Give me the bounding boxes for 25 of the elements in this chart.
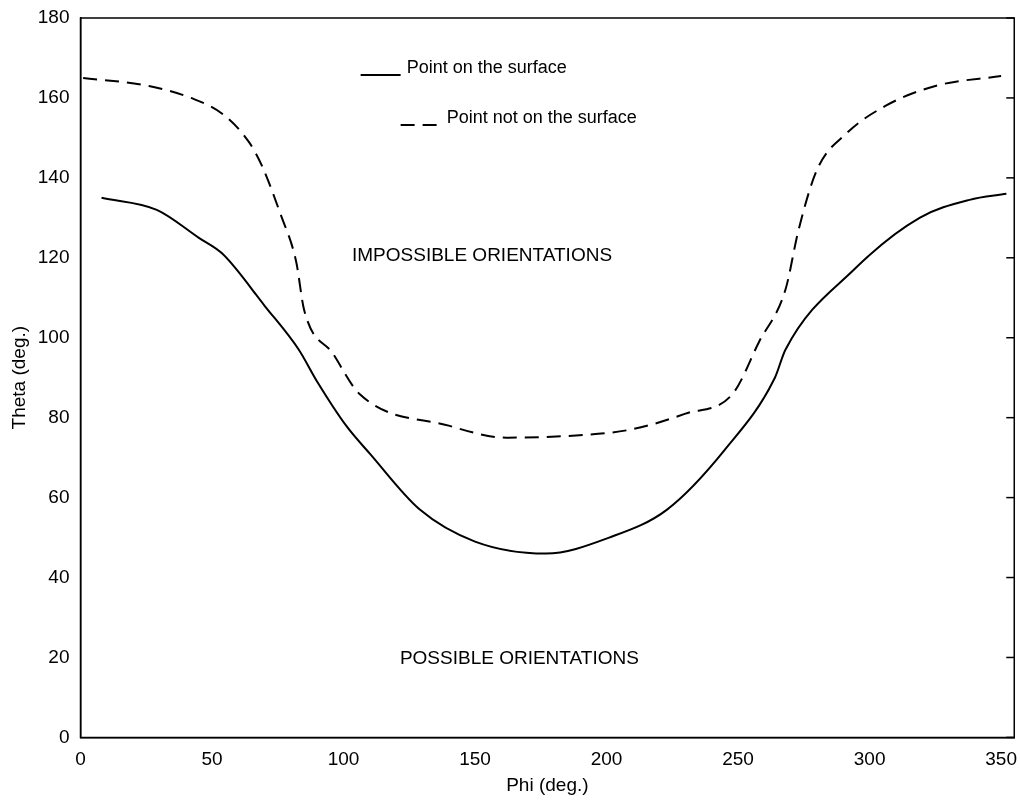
y-tick-label: 60 xyxy=(48,485,70,507)
y-tick-label: 80 xyxy=(48,405,70,427)
x-tick-label: 350 xyxy=(985,748,1017,770)
y-tick-label: 20 xyxy=(48,645,70,667)
annotation: POSSIBLE ORIENTATIONS xyxy=(399,646,639,668)
legend-label: Point on the surface xyxy=(406,56,567,77)
x-axis-title: Phi (deg.) xyxy=(506,773,589,795)
x-tick-label: 150 xyxy=(459,748,491,770)
y-tick-label: 40 xyxy=(48,565,70,587)
y-tick-label: 180 xyxy=(37,6,70,28)
x-tick-label: 50 xyxy=(201,748,223,770)
line-series xyxy=(100,192,1008,555)
x-tick-label: 300 xyxy=(853,748,886,770)
x-tick-label: 100 xyxy=(327,748,360,770)
y-tick-label: 120 xyxy=(37,246,70,268)
legend-label: Point not on the surface xyxy=(446,106,637,127)
y-tick-label: 100 xyxy=(37,325,70,347)
y-tick-label: 160 xyxy=(37,86,70,108)
x-tick-label: 250 xyxy=(722,748,754,770)
x-tick-label: 0 xyxy=(75,748,86,770)
annotation: IMPOSSIBLE ORIENTATIONS xyxy=(351,243,613,265)
y-tick-label: 140 xyxy=(37,166,70,188)
x-tick-label: 200 xyxy=(590,748,623,770)
y-tick-label: 0 xyxy=(58,725,70,747)
y-axis-title: Theta (deg.) xyxy=(7,325,29,430)
